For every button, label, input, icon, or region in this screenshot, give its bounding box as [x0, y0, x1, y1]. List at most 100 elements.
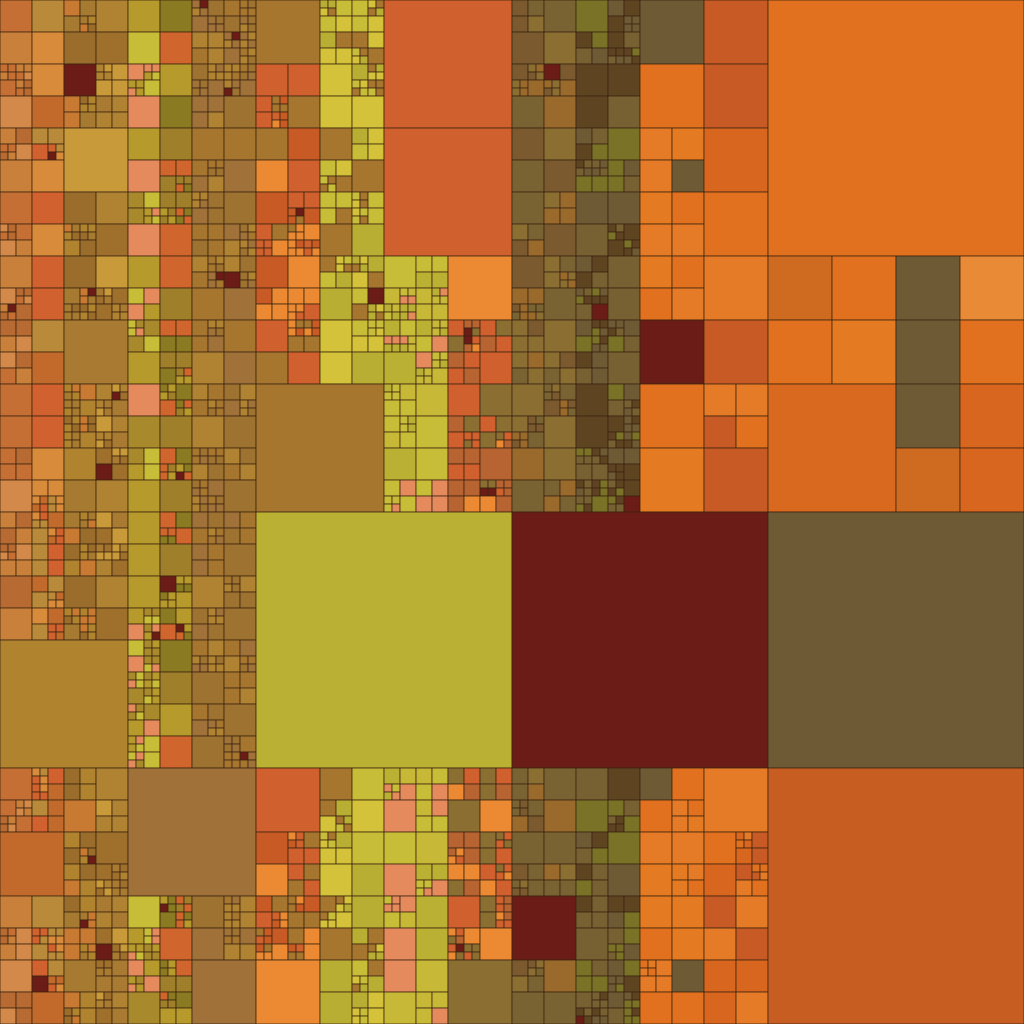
- mosaic-cell: [191, 895, 225, 929]
- mosaic-cell: [127, 223, 161, 257]
- mosaic-cell: [191, 671, 225, 705]
- mosaic-cell: [391, 303, 401, 313]
- mosaic-cell: [159, 623, 177, 641]
- mosaic-cell: [279, 95, 289, 105]
- mosaic-cell: [623, 239, 633, 249]
- mosaic-cell: [511, 447, 545, 481]
- mosaic-cell: [631, 23, 641, 33]
- mosaic-cell: [287, 927, 305, 945]
- mosaic-cell: [527, 0, 545, 17]
- mosaic-cell: [439, 319, 449, 329]
- mosaic-cell: [255, 303, 273, 321]
- mosaic-cell: [95, 447, 113, 465]
- mosaic-cell: [511, 79, 521, 89]
- mosaic-cell: [47, 599, 57, 609]
- mosaic-cell: [215, 327, 225, 337]
- mosaic-cell: [175, 159, 193, 177]
- mosaic-cell: [167, 535, 177, 545]
- mosaic-cell: [223, 191, 257, 225]
- mosaic-cell: [239, 71, 249, 81]
- mosaic-cell: [575, 0, 609, 33]
- mosaic-cell: [543, 399, 561, 417]
- mosaic-cell: [95, 31, 129, 65]
- mosaic-cell: [135, 327, 145, 337]
- mosaic-cell: [223, 655, 241, 673]
- mosaic-cell: [47, 983, 57, 993]
- mosaic-cell: [39, 775, 49, 785]
- mosaic-cell: [591, 327, 601, 337]
- mosaic-cell: [303, 207, 321, 225]
- mosaic-cell: [167, 991, 177, 1001]
- mosaic-cell: [183, 183, 193, 193]
- mosaic-cell: [31, 591, 49, 609]
- mosaic-cell: [671, 223, 705, 257]
- mosaic-cell: [383, 911, 401, 929]
- mosaic-cell: [639, 383, 705, 449]
- mosaic-cell: [591, 447, 601, 457]
- mosaic-cell: [591, 1007, 601, 1017]
- mosaic-cell: [95, 295, 105, 305]
- mosaic-cell: [111, 399, 129, 417]
- mosaic-cell: [503, 831, 513, 841]
- mosaic-cell: [31, 543, 49, 561]
- mosaic-cell: [159, 223, 193, 257]
- mosaic-cell: [255, 895, 273, 913]
- mosaic-cell: [399, 783, 417, 801]
- mosaic-cell: [375, 0, 385, 9]
- mosaic-cell: [207, 79, 225, 97]
- mosaic-cell: [591, 1015, 601, 1024]
- mosaic-cell: [0, 415, 33, 449]
- mosaic-cell: [383, 415, 401, 433]
- mosaic-cell: [223, 543, 257, 577]
- mosaic-cell: [575, 335, 593, 353]
- mosaic-cell: [183, 407, 193, 417]
- mosaic-cell: [559, 383, 577, 401]
- mosaic-cell: [215, 655, 225, 665]
- mosaic-cell: [159, 607, 177, 625]
- mosaic-cell: [159, 991, 169, 1001]
- mosaic-cell: [7, 543, 17, 553]
- mosaic-cell: [71, 607, 81, 617]
- mosaic-cell: [287, 223, 297, 233]
- mosaic-cell: [63, 399, 73, 409]
- mosaic-cell: [631, 55, 641, 65]
- mosaic-cell: [127, 287, 145, 305]
- mosaic-cell: [959, 383, 1024, 449]
- mosaic-cell: [543, 959, 577, 993]
- mosaic-cell: [47, 631, 57, 641]
- mosaic-cell: [15, 63, 25, 73]
- mosaic-cell: [79, 103, 89, 113]
- mosaic-cell: [511, 879, 521, 889]
- mosaic-cell: [207, 335, 225, 353]
- mosaic-cell: [135, 951, 145, 961]
- mosaic-cell: [639, 255, 673, 289]
- mosaic-cell: [223, 575, 233, 585]
- mosaic-cell: [239, 7, 249, 17]
- mosaic-cell: [239, 279, 249, 289]
- mosaic-cell: [143, 631, 153, 641]
- mosaic-cell: [199, 455, 209, 465]
- mosaic-cell: [351, 31, 369, 49]
- mosaic-cell: [255, 159, 289, 193]
- mosaic-cell: [0, 1007, 17, 1024]
- mosaic-cell: [591, 143, 609, 161]
- mosaic-cell: [575, 991, 593, 1009]
- mosaic-cell: [575, 447, 585, 457]
- mosaic-cell: [207, 47, 225, 65]
- mosaic-cell: [15, 815, 33, 833]
- mosaic-cell: [127, 895, 161, 929]
- mosaic-cell: [191, 319, 209, 337]
- mosaic-cell: [15, 79, 25, 89]
- mosaic-cell: [647, 959, 657, 969]
- mosaic-cell: [31, 575, 49, 593]
- mosaic-cell: [463, 447, 481, 465]
- mosaic-cell: [31, 495, 41, 505]
- mosaic-cell: [295, 831, 305, 841]
- mosaic-cell: [391, 495, 401, 505]
- mosaic-cell: [591, 911, 609, 929]
- mosaic-cell: [351, 47, 361, 57]
- mosaic-cell: [623, 247, 633, 257]
- mosaic-cell: [503, 431, 513, 441]
- mosaic-cell: [207, 271, 217, 281]
- mosaic-cell: [495, 903, 505, 913]
